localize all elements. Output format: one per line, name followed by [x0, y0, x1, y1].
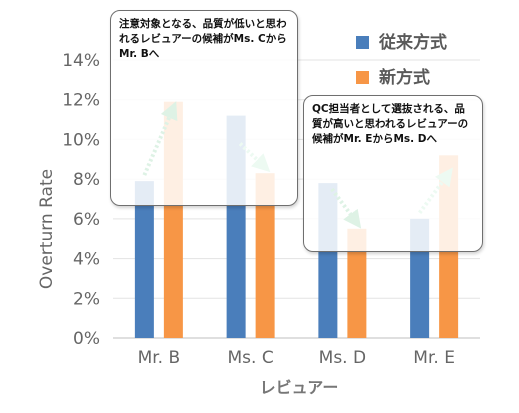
y-tick-label: 0% — [73, 329, 100, 349]
legend-swatch-orange — [356, 71, 369, 84]
y-tick-label: 14% — [62, 51, 100, 71]
y-tick-label: 12% — [62, 91, 100, 111]
bar — [347, 228, 367, 338]
x-tick-label: Ms. C — [228, 348, 274, 368]
x-tick-label: Mr. B — [138, 348, 181, 368]
legend-label: 従来方式 — [379, 33, 447, 53]
y-tick-label: 2% — [73, 289, 100, 309]
annotation-callout-ed: QC担当者として選抜される、品質が高いと思われるレビュアーの候補がMr. Eから… — [303, 95, 483, 252]
x-tick-labels: Mr. B Ms. C Ms. D Mr. E — [138, 348, 455, 368]
legend-item-conventional: 従来方式 — [356, 28, 447, 53]
legend-swatch-blue — [356, 36, 369, 49]
x-tick-label: Mr. E — [413, 348, 455, 368]
legend-label: 新方式 — [379, 68, 430, 88]
annotation-text: 注意対象となる、品質が低いと思われるレビュアーの候補がMs. CからMr. Bへ — [119, 18, 287, 60]
bar — [134, 181, 154, 338]
annotation-text: QC担当者として選抜される、品質が高いと思われるレビュアーの候補がMr. Eから… — [312, 103, 469, 145]
y-tick-label: 8% — [73, 170, 100, 190]
x-axis-label: レビュアー — [260, 378, 339, 397]
y-axis-label: Overturn Rate — [37, 169, 57, 289]
y-tick-label: 4% — [73, 250, 100, 270]
y-tick-label: 6% — [73, 210, 100, 230]
y-tick-labels: 0% 2% 4% 6% 8% 10% 12% 14% — [62, 51, 100, 349]
annotation-callout-bc: 注意対象となる、品質が低いと思われるレビュアーの候補がMs. CからMr. Bへ — [110, 10, 298, 206]
bar — [255, 173, 275, 338]
x-tick-label: Ms. D — [319, 348, 366, 368]
legend-item-new: 新方式 — [356, 63, 430, 88]
y-tick-label: 10% — [62, 130, 100, 150]
